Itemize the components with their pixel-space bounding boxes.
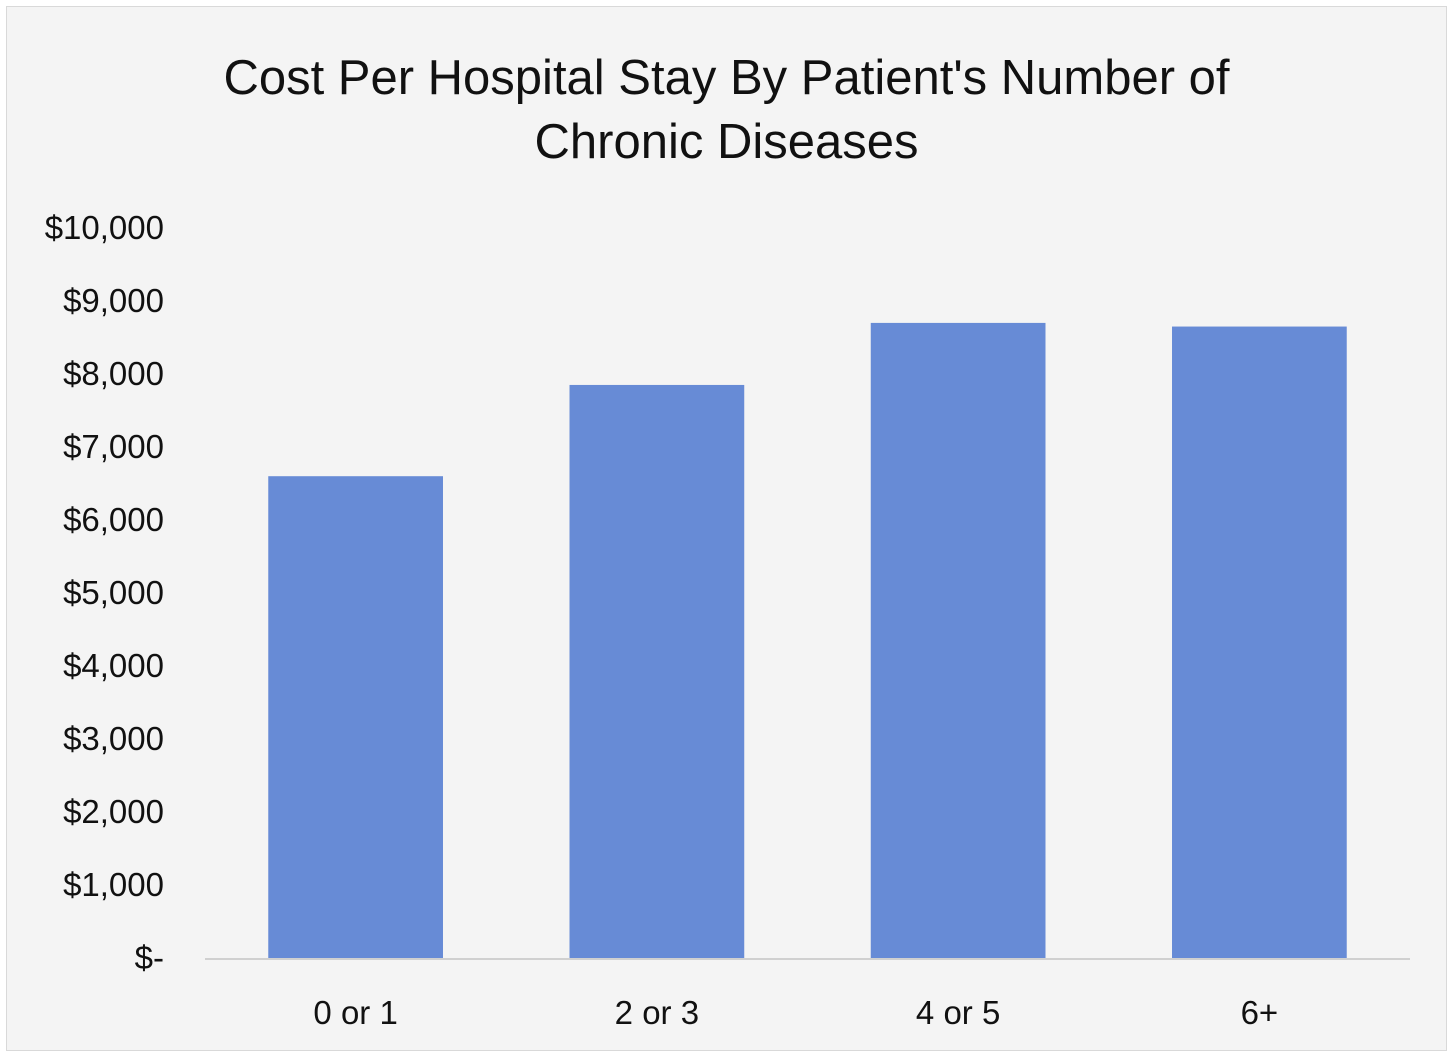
x-tick-label: 4 or 5 xyxy=(916,994,1000,1031)
x-tick-label: 6+ xyxy=(1241,994,1279,1031)
y-tick-label: $3,000 xyxy=(63,720,164,757)
y-tick-label: $5,000 xyxy=(63,574,164,611)
x-tick-label: 0 or 1 xyxy=(313,994,397,1031)
bar xyxy=(569,384,745,958)
y-tick-label: $10,000 xyxy=(45,209,164,246)
y-tick-label: $6,000 xyxy=(63,501,164,538)
chart-title: Cost Per Hospital Stay By Patient's Numb… xyxy=(223,51,1230,169)
y-tick-label: $4,000 xyxy=(63,647,164,684)
bar xyxy=(268,476,443,958)
y-tick-label: $8,000 xyxy=(63,355,164,392)
x-tick-label: 2 or 3 xyxy=(615,994,699,1031)
y-tick-label: $- xyxy=(135,939,164,976)
bar xyxy=(1172,326,1347,958)
bar xyxy=(870,322,1046,958)
y-tick-label: $7,000 xyxy=(63,428,164,465)
y-tick-label: $9,000 xyxy=(63,282,164,319)
y-tick-label: $1,000 xyxy=(63,866,164,903)
y-tick-label: $2,000 xyxy=(63,793,164,830)
